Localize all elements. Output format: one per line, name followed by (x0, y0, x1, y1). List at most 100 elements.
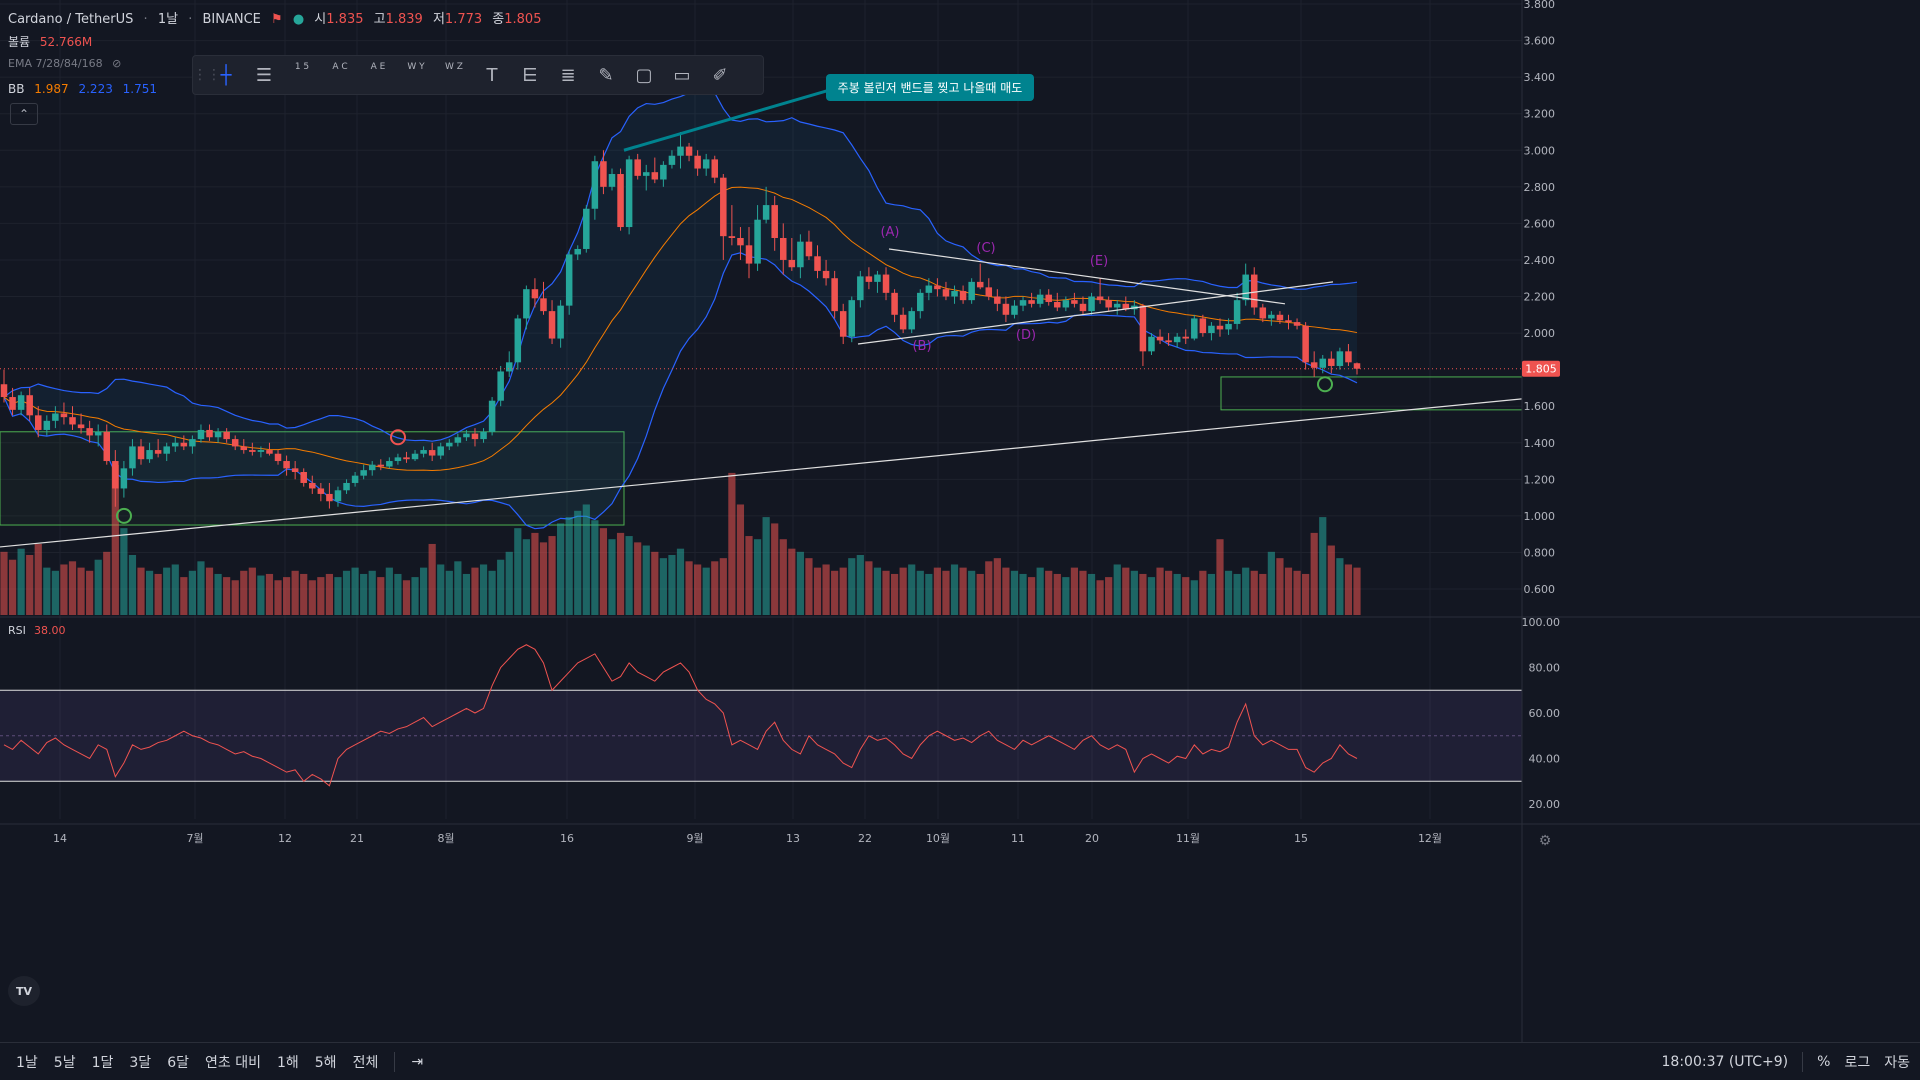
range-ytd[interactable]: 연초 대비 (204, 1055, 261, 1071)
candle[interactable] (240, 439, 248, 454)
candle[interactable] (411, 450, 419, 462)
candle[interactable] (1319, 355, 1327, 374)
candle[interactable] (745, 227, 753, 279)
candle[interactable] (1285, 314, 1292, 330)
target-zone[interactable] (1220, 376, 1523, 411)
candle[interactable] (334, 486, 342, 507)
candle[interactable] (583, 205, 590, 253)
candle[interactable] (446, 439, 453, 451)
candle[interactable] (694, 150, 701, 176)
triangle-lower-line[interactable] (857, 281, 1334, 345)
candle[interactable] (360, 464, 367, 480)
candle[interactable] (26, 387, 33, 421)
candle[interactable] (231, 435, 239, 451)
percent-toggle[interactable]: % (1817, 1054, 1831, 1070)
candle[interactable] (805, 230, 813, 260)
candle[interactable] (1268, 311, 1275, 326)
pattern-wz-icon[interactable]: W Z (435, 57, 473, 93)
fib-icon[interactable]: ⋿ (522, 64, 538, 86)
candle[interactable] (77, 413, 85, 434)
long-support-trendline[interactable] (0, 398, 1523, 548)
candle[interactable] (137, 439, 145, 465)
candle[interactable] (1028, 292, 1035, 308)
candle[interactable] (728, 205, 736, 246)
auto-toggle[interactable]: 자동 (1884, 1055, 1910, 1071)
candle[interactable] (326, 482, 333, 509)
candle[interactable] (1105, 296, 1112, 312)
candle[interactable] (720, 174, 727, 260)
candle[interactable] (189, 435, 196, 454)
symbol-legend[interactable]: Cardano / TetherUS · 1날 · BINANCE ⚑ ● 시1… (8, 12, 542, 27)
callout-pointer-line[interactable] (623, 88, 831, 152)
bb-legend[interactable]: BB 1.987 2.223 1.751 (8, 82, 163, 96)
candle[interactable] (317, 482, 325, 502)
candle[interactable] (976, 263, 984, 290)
candle[interactable] (1336, 347, 1344, 370)
candle[interactable] (488, 397, 496, 436)
candle[interactable] (112, 450, 119, 507)
tradingview-logo[interactable]: TV (8, 976, 40, 1006)
candle[interactable] (163, 442, 170, 462)
drawing-toolbar[interactable]: ⋮⋮ ┼ ☰ 1 5 A C A E W Y W Z T ⋿ ≣ ✎ ▢ ▭ ✐ (192, 55, 764, 95)
crosshair-icon[interactable]: ┼ (220, 64, 232, 86)
candle[interactable] (34, 406, 42, 438)
candle[interactable] (1259, 303, 1267, 323)
candle[interactable] (754, 205, 761, 271)
pattern-15-icon[interactable]: 1 5 (283, 57, 321, 93)
pattern-ac-icon[interactable]: A C (321, 57, 359, 93)
range-3m[interactable]: 3달 (129, 1055, 152, 1071)
candle[interactable] (780, 223, 787, 275)
goto-date-icon[interactable]: ⇥ (411, 1054, 424, 1070)
candle[interactable] (377, 459, 385, 471)
candle[interactable] (471, 428, 479, 447)
candle[interactable] (94, 424, 102, 447)
candle[interactable] (685, 142, 693, 162)
candle[interactable] (291, 461, 299, 480)
note-icon[interactable]: ▭ (673, 64, 691, 86)
candle[interactable] (531, 278, 539, 308)
horizontal-lines-icon[interactable]: ☰ (255, 64, 273, 86)
candle[interactable] (822, 259, 830, 286)
drag-handle-icon[interactable]: ⋮⋮ (193, 67, 221, 83)
range-5d[interactable]: 5날 (53, 1055, 76, 1071)
candle[interactable] (788, 238, 796, 271)
candle[interactable] (737, 227, 744, 260)
candle[interactable] (197, 424, 205, 443)
candle[interactable] (1293, 318, 1301, 330)
candle[interactable] (146, 442, 153, 463)
buy-circle-marker[interactable] (116, 507, 132, 524)
candle[interactable] (274, 450, 282, 465)
candle[interactable] (463, 429, 470, 441)
triangle-upper-line[interactable] (888, 248, 1286, 305)
candle[interactable] (351, 472, 359, 487)
range-6m[interactable]: 6달 (167, 1055, 189, 1071)
candle[interactable] (249, 442, 256, 456)
candle[interactable] (437, 442, 444, 460)
range-1m[interactable]: 1달 (91, 1055, 114, 1071)
candle[interactable] (454, 433, 462, 447)
candle[interactable] (0, 369, 8, 403)
candle[interactable] (1062, 296, 1070, 312)
candle[interactable] (651, 157, 659, 184)
levels-icon[interactable]: ≣ (560, 64, 576, 86)
candle[interactable] (1096, 278, 1104, 304)
volume-legend[interactable]: 볼륨 52.766M (8, 33, 98, 50)
candle[interactable] (9, 387, 16, 416)
candle[interactable] (129, 439, 136, 476)
candle[interactable] (891, 289, 898, 323)
candle[interactable] (103, 424, 111, 465)
candle[interactable] (702, 153, 710, 176)
candle[interactable] (994, 289, 1001, 312)
candle[interactable] (608, 168, 616, 191)
candle[interactable] (917, 289, 924, 319)
candle[interactable] (934, 278, 941, 297)
candle[interactable] (814, 245, 821, 279)
candle[interactable] (625, 155, 633, 235)
candle[interactable] (968, 278, 975, 304)
range-all[interactable]: 전체 (352, 1055, 379, 1071)
candle[interactable] (120, 461, 128, 498)
candle[interactable] (925, 278, 933, 301)
candle[interactable] (214, 428, 222, 443)
candle[interactable] (540, 281, 547, 315)
